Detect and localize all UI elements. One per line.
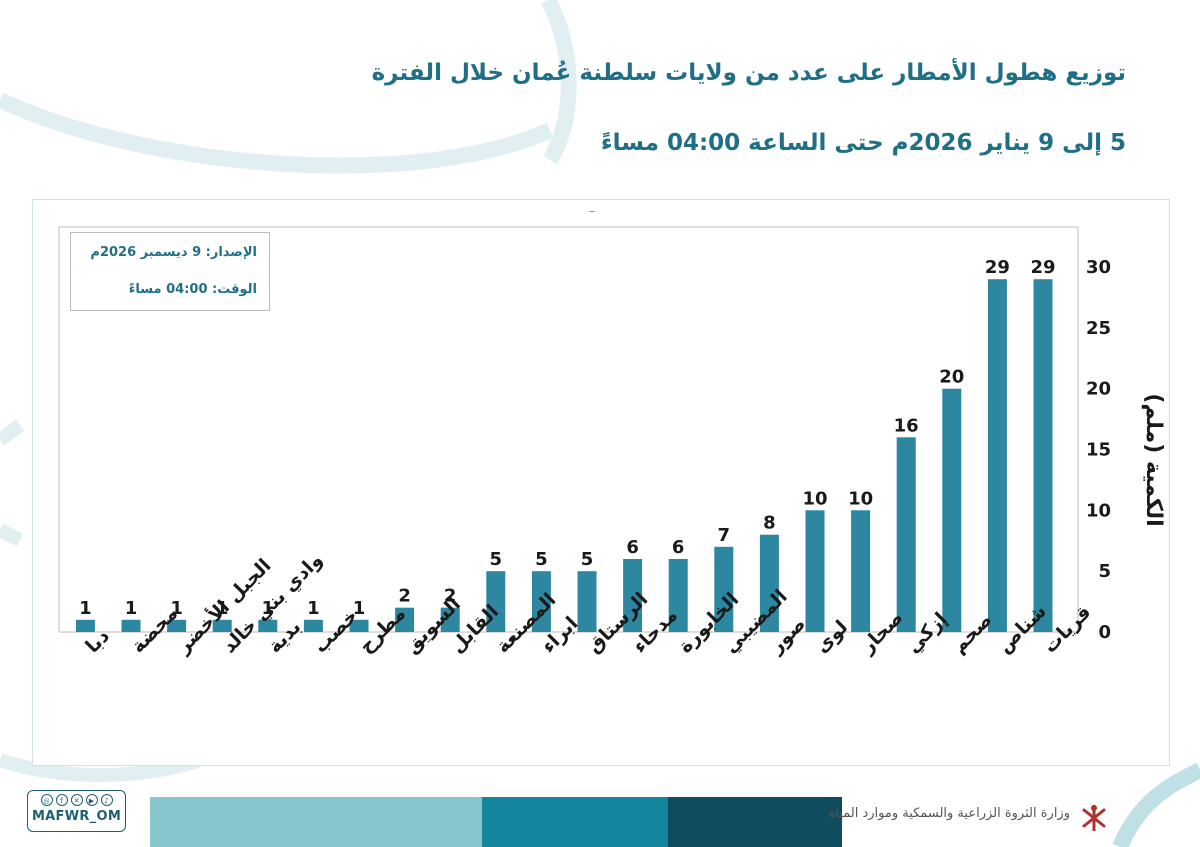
instagram-icon[interactable]: ◎	[40, 794, 53, 806]
bar	[121, 619, 141, 632]
youtube-icon[interactable]: ▶	[85, 794, 98, 806]
bar-value-label: 5	[581, 549, 594, 570]
bar	[896, 437, 916, 632]
bar	[212, 619, 232, 632]
bar-value-label: 5	[490, 549, 503, 570]
bar-value-label: 1	[262, 598, 275, 619]
bar-value-label: 6	[672, 537, 685, 558]
bar	[1033, 279, 1053, 632]
bar-value-label: 29	[1030, 257, 1055, 278]
bar-value-label: 10	[848, 488, 873, 509]
bar-value-label: 1	[79, 598, 92, 619]
bar	[531, 571, 551, 632]
bar-value-label: 2	[444, 586, 457, 607]
y-tick-label: 5	[1098, 561, 1111, 582]
bar	[577, 571, 597, 632]
plot-area	[58, 226, 1079, 633]
bar	[987, 279, 1007, 632]
y-tick-label: 10	[1086, 500, 1111, 521]
bar	[349, 619, 369, 632]
bar-value-label: 2	[398, 586, 411, 607]
y-axis-label: الكمية (ملم)	[1141, 393, 1166, 526]
bar	[258, 619, 278, 632]
bar-value-label: 10	[802, 488, 827, 509]
tiktok-icon[interactable]: ♪	[100, 794, 113, 806]
social-handle: MAFWR_OM	[31, 809, 122, 824]
frame-marker	[589, 211, 595, 212]
bar-value-label: 1	[307, 598, 320, 619]
bar	[75, 619, 95, 632]
bar-value-label: 20	[939, 367, 964, 388]
bar	[486, 571, 506, 632]
bar	[759, 534, 779, 632]
facebook-icon[interactable]: f	[55, 794, 68, 806]
bar-value-label: 1	[216, 598, 229, 619]
social-links: ◎ f ✕ ▶ ♪ MAFWR_OM	[27, 790, 126, 832]
y-tick-label: 25	[1086, 318, 1111, 339]
bar	[668, 559, 688, 632]
bar	[167, 619, 187, 632]
y-tick-label: 0	[1098, 622, 1111, 643]
y-tick-label: 20	[1086, 379, 1111, 400]
y-tick-label: 30	[1086, 257, 1111, 278]
bar	[714, 546, 734, 632]
chart-title: توزيع هطول الأمطار على عدد من ولايات سلط…	[371, 60, 1126, 86]
ministry-emblem-icon	[1082, 805, 1106, 831]
bar	[623, 559, 643, 632]
info-box: الإصدار: 9 ديسمبر 2026م الوقت: 04:00 مسا…	[70, 232, 270, 311]
footer-band-dark	[668, 797, 842, 847]
chart-subtitle: 5 إلى 9 يناير 2026م حتى الساعة 04:00 مسا…	[600, 130, 1126, 156]
bar-value-label: 1	[353, 598, 366, 619]
footer-band-light	[150, 797, 482, 847]
bar	[395, 607, 415, 632]
bar-labels-group: 29 29 20 16 10 10 8 7 6 6 5 5 5 2 2 1 1 1 1 1 1 1	[79, 257, 1055, 619]
bar	[942, 388, 962, 632]
y-ticks-group: 0 5 10 15 20 25 30	[1086, 257, 1111, 643]
bar-value-label: 7	[718, 525, 731, 546]
bar	[303, 619, 323, 632]
y-tick-label: 15	[1086, 440, 1111, 461]
footer-band-mid	[482, 797, 670, 847]
bar	[440, 607, 460, 632]
bar-value-label: 1	[125, 598, 138, 619]
bar	[851, 510, 871, 632]
x-icon[interactable]: ✕	[70, 794, 83, 806]
bar-value-label: 6	[626, 537, 639, 558]
ministry-name: وزارة الثروة الزراعية والسمكية وموارد ال…	[828, 806, 1070, 821]
bar-value-label: 1	[170, 598, 183, 619]
issue-date-line: الإصدار: 9 ديسمبر 2026م	[90, 245, 257, 260]
bar-value-label: 16	[894, 415, 919, 436]
bar-value-label: 29	[985, 257, 1010, 278]
bars-group	[75, 279, 1053, 632]
bar	[805, 510, 825, 632]
bar-value-label: 5	[535, 549, 548, 570]
issue-time-line: الوقت: 04:00 مساءً	[128, 282, 257, 297]
bar-value-label: 8	[763, 513, 776, 534]
